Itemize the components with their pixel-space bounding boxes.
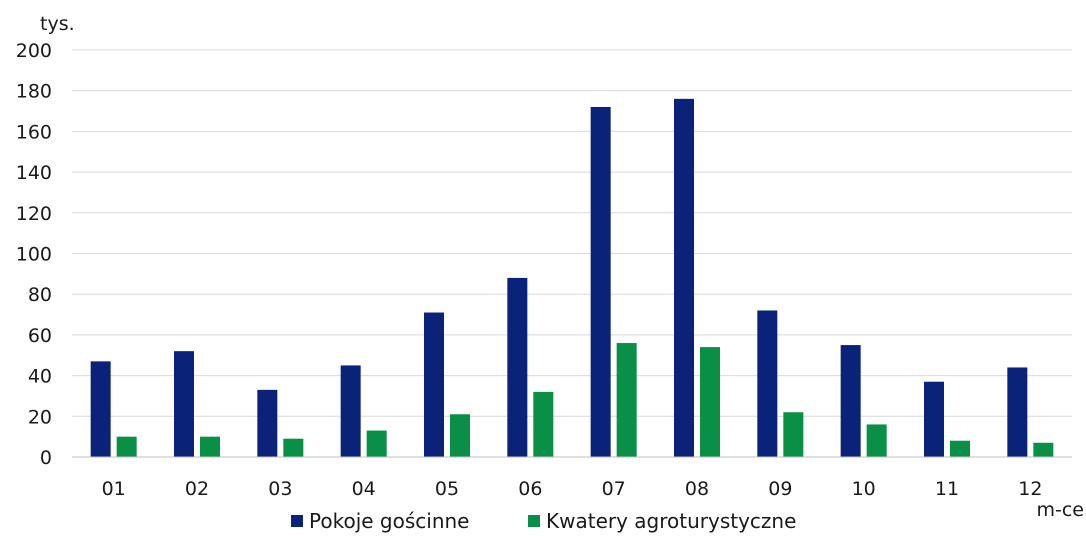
gridlines <box>72 49 1072 417</box>
bar-pokoje-01 <box>90 361 111 457</box>
y-tick-label: 40 <box>28 366 52 388</box>
bar-pokoje-03 <box>257 389 278 457</box>
x-tick-label: 12 <box>1018 478 1042 500</box>
bar-pokoje-09 <box>757 310 778 457</box>
legend-swatch-kwatery <box>528 515 540 527</box>
x-tick-label: 05 <box>435 478 459 500</box>
bar-pokoje-08 <box>674 98 694 457</box>
bar-pokoje-06 <box>507 277 528 457</box>
legend-label-kwatery: Kwatery agroturystyczne <box>546 509 796 533</box>
y-tick-label: 140 <box>16 162 52 184</box>
bars <box>90 98 1054 457</box>
y-unit-label: tys. <box>40 13 75 35</box>
bar-kwatery-10 <box>866 424 887 457</box>
x-tick-label: 08 <box>685 478 709 500</box>
bar-kwatery-09 <box>783 412 804 457</box>
y-tick-label: 100 <box>16 244 52 266</box>
x-tick-label: 02 <box>185 478 209 500</box>
legend: Pokoje gościnne Kwatery agroturystyczne <box>291 509 796 533</box>
bar-kwatery-05 <box>450 414 470 457</box>
bar-kwatery-08 <box>700 347 720 457</box>
bar-kwatery-12 <box>1033 442 1054 457</box>
bar-kwatery-06 <box>533 391 554 457</box>
y-axis-ticks: 0 20 40 60 80 100 120 140 160 180 200 <box>16 40 52 469</box>
bar-kwatery-03 <box>283 438 304 457</box>
bar-kwatery-01 <box>116 436 137 457</box>
bar-pokoje-07 <box>590 106 611 457</box>
y-tick-label: 20 <box>28 406 52 428</box>
bar-pokoje-11 <box>924 381 944 457</box>
bar-pokoje-02 <box>174 351 194 457</box>
x-tick-label: 11 <box>935 478 959 500</box>
x-axis-ticks: 01 02 03 04 05 06 07 08 09 10 11 12 <box>102 478 1043 500</box>
y-tick-label: 200 <box>16 40 52 62</box>
x-tick-label: 01 <box>102 478 126 500</box>
bar-pokoje-10 <box>840 345 861 457</box>
bar-kwatery-07 <box>616 343 637 457</box>
bar-pokoje-05 <box>424 312 444 457</box>
y-tick-label: 80 <box>28 284 52 306</box>
y-tick-label: 180 <box>16 81 52 103</box>
x-unit-label: m-ce <box>1037 499 1085 521</box>
x-tick-label: 10 <box>852 478 876 500</box>
y-tick-label: 120 <box>16 203 52 225</box>
x-tick-label: 03 <box>268 478 292 500</box>
x-tick-label: 09 <box>768 478 792 500</box>
bar-kwatery-04 <box>366 430 387 457</box>
y-tick-label: 60 <box>28 325 52 347</box>
bar-pokoje-04 <box>340 365 361 457</box>
bar-kwatery-11 <box>950 440 970 457</box>
y-tick-label: 160 <box>16 121 52 143</box>
legend-label-pokoje: Pokoje gościnne <box>309 509 469 533</box>
x-tick-label: 07 <box>602 478 626 500</box>
legend-swatch-pokoje <box>291 515 303 527</box>
bar-pokoje-12 <box>1007 367 1028 457</box>
y-tick-label: 0 <box>40 447 52 469</box>
x-tick-label: 06 <box>518 478 542 500</box>
x-tick-label: 04 <box>352 478 376 500</box>
bar-kwatery-02 <box>200 436 220 457</box>
